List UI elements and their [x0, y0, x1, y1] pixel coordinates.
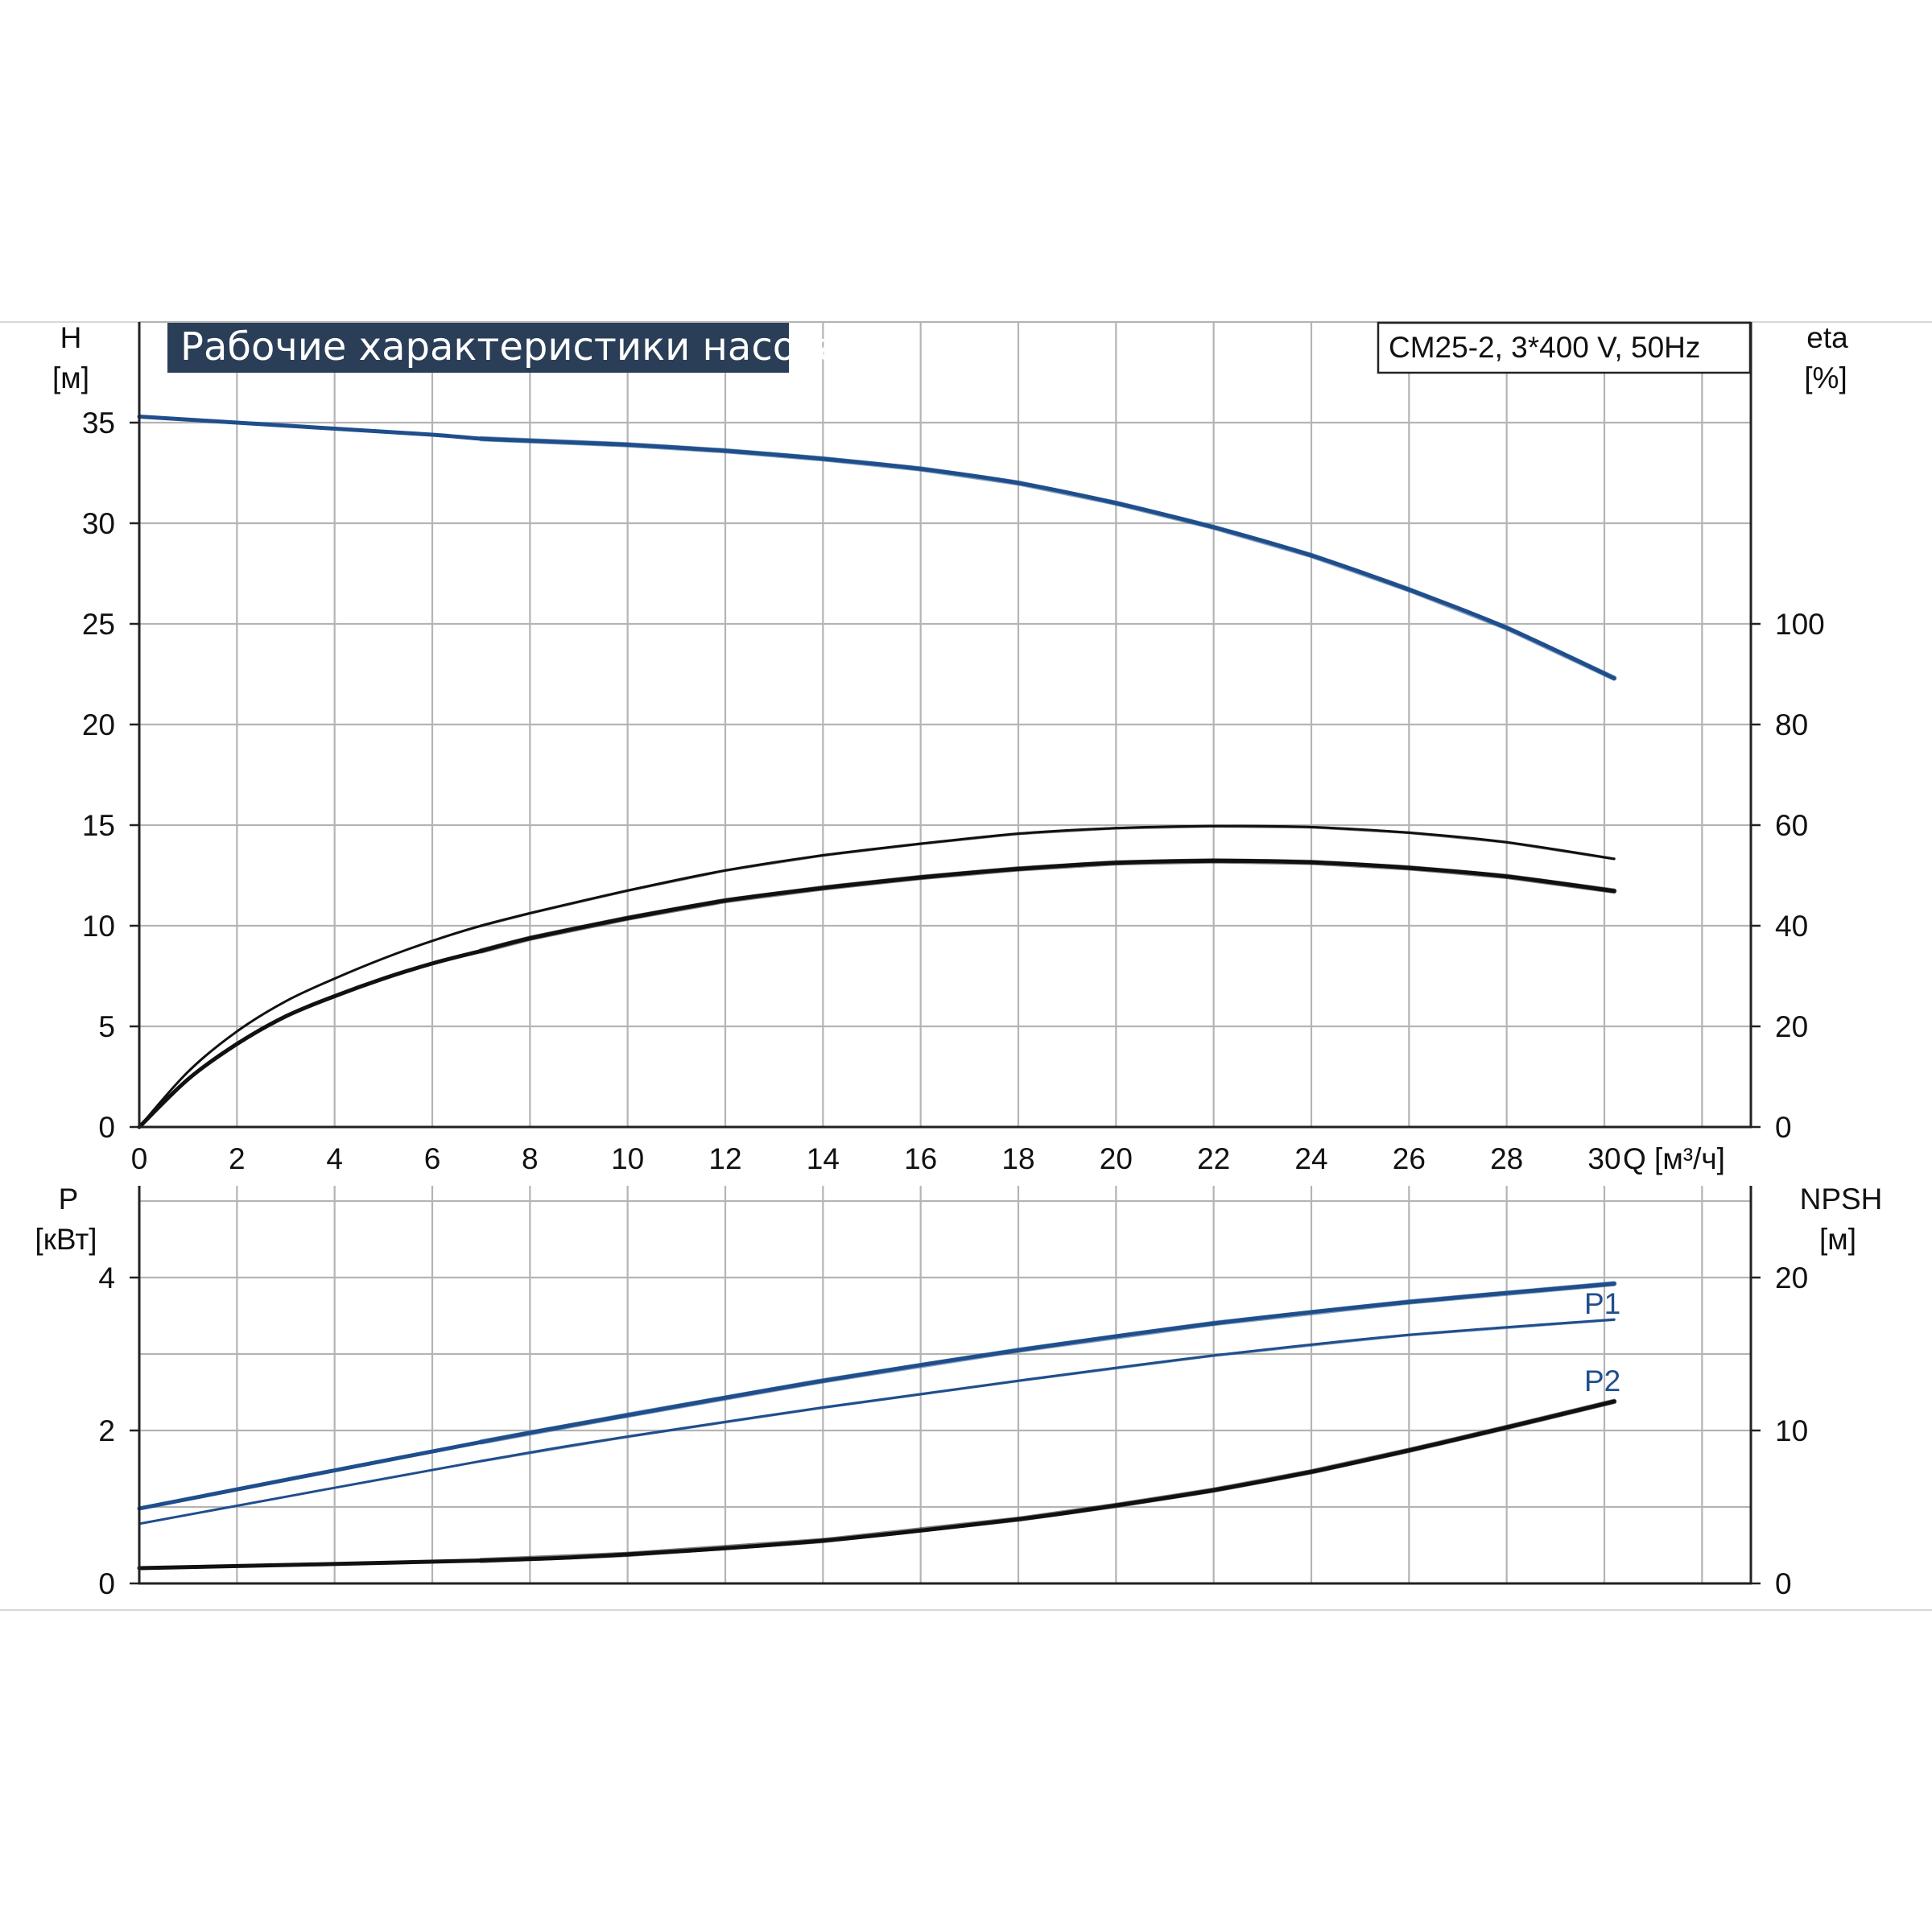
x-axis-label: Q [м³/ч] — [1623, 1142, 1725, 1175]
top-ytick-label: 0 — [98, 1111, 115, 1144]
top-xtick-label: 12 — [708, 1142, 741, 1175]
bottom-series-2-line — [137, 1399, 1616, 1571]
bottom-series-1-operating-range — [479, 1318, 1616, 1463]
y2-axis-label-npsh: NPSH — [1800, 1183, 1883, 1216]
y-axis-unit-head: [м] — [52, 361, 89, 394]
top-y2tick-label: 100 — [1775, 608, 1825, 641]
top-xtick-label: 28 — [1490, 1142, 1523, 1175]
top-series-1-line — [138, 824, 1616, 1129]
y-axis-label-head: H — [60, 321, 82, 354]
bottom-gridlines — [139, 1186, 1751, 1583]
top-y2tick-label: 80 — [1775, 708, 1808, 741]
top-y2tick-label: 40 — [1775, 910, 1808, 943]
power-npsh-panel: 0 2 4 0 10 20 P [кВт] NPSH [м] P1 P2 — [35, 1183, 1882, 1600]
top-ytick-label: 35 — [82, 407, 115, 440]
bottom-y2tick-label: 20 — [1775, 1261, 1808, 1294]
top-ytick-label: 5 — [98, 1010, 115, 1043]
top-gridlines — [139, 320, 1751, 1127]
top-xtick-label: 18 — [1001, 1142, 1034, 1175]
top-series-2-operating-range — [478, 858, 1617, 954]
top-y2tick-label: 0 — [1775, 1111, 1792, 1144]
series-label-p1: P1 — [1584, 1287, 1620, 1320]
bottom-ytick-label: 2 — [98, 1414, 115, 1447]
bottom-tick-labels: 0 2 4 0 10 20 — [98, 1261, 1808, 1600]
top-xtick-label: 24 — [1294, 1142, 1327, 1175]
bottom-panel-frame — [138, 1186, 1752, 1585]
top-panel-frame — [138, 322, 1752, 1129]
top-xtick-label: 6 — [424, 1142, 441, 1175]
top-xtick-label: 16 — [904, 1142, 937, 1175]
chart-title: Рабочие характеристики насоса — [180, 324, 841, 369]
bottom-y2tick-label: 0 — [1775, 1567, 1792, 1600]
y-axis-label-power: P — [59, 1183, 79, 1216]
model-box — [1377, 321, 1752, 374]
top-ytick-label: 25 — [82, 608, 115, 641]
y2-axis-unit-npsh: [м] — [1819, 1223, 1856, 1256]
bottom-series-group — [137, 1281, 1617, 1571]
top-xtick-label: 22 — [1197, 1142, 1230, 1175]
y2-axis-unit-eta: [%] — [1804, 361, 1847, 394]
bottom-ytick-label: 0 — [98, 1567, 115, 1600]
top-xtick-label: 20 — [1100, 1142, 1133, 1175]
top-series-0-line — [137, 415, 1616, 680]
top-ytick-label: 30 — [82, 507, 115, 540]
top-series-1-operating-range — [479, 824, 1616, 927]
bottom-series-0-line — [137, 1282, 1616, 1511]
top-ytick-label: 10 — [82, 910, 115, 943]
bottom-y2tick-label: 10 — [1775, 1414, 1808, 1447]
top-xtick-label: 0 — [131, 1142, 148, 1175]
top-series-group — [137, 415, 1617, 1129]
top-series-2-line — [137, 858, 1616, 1129]
top-xtick-label: 30 — [1587, 1142, 1620, 1175]
y2-axis-label-eta: eta — [1806, 321, 1848, 354]
series-label-p2: P2 — [1584, 1364, 1620, 1397]
top-y2tick-label: 20 — [1775, 1010, 1808, 1043]
top-ytick-label: 20 — [82, 708, 115, 741]
top-series-0-operating-range — [478, 436, 1617, 681]
top-xtick-label: 10 — [611, 1142, 644, 1175]
top-xtick-label: 4 — [326, 1142, 343, 1175]
top-ytick-label: 15 — [82, 809, 115, 842]
top-xtick-label: 26 — [1393, 1142, 1426, 1175]
bottom-series-1-line — [138, 1318, 1616, 1525]
top-xtick-label: 2 — [229, 1142, 246, 1175]
bottom-series-0-operating-range — [478, 1281, 1617, 1445]
bottom-ytick-label: 4 — [98, 1261, 115, 1294]
top-xtick-label: 8 — [522, 1142, 539, 1175]
model-label: CM25-2, 3*400 V, 50Hz — [1389, 331, 1700, 364]
chart-title-box — [167, 323, 789, 373]
bottom-series-2-operating-range — [478, 1398, 1617, 1563]
top-xtick-label: 14 — [807, 1142, 840, 1175]
y-axis-unit-power: [кВт] — [35, 1223, 97, 1256]
top-y2tick-label: 60 — [1775, 809, 1808, 842]
